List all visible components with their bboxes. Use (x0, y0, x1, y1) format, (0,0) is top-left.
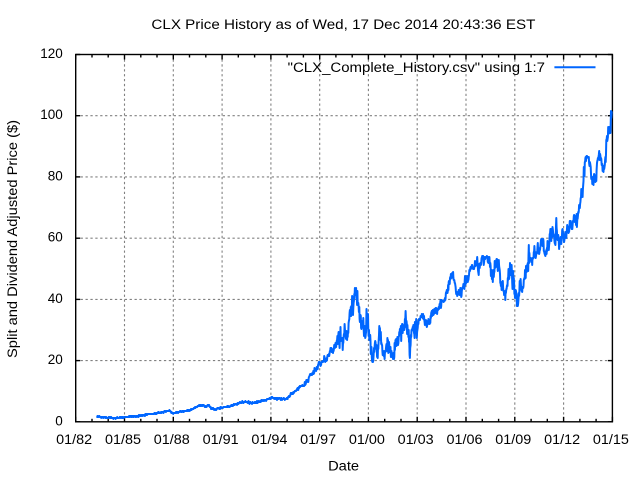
svg-text:80: 80 (48, 168, 63, 183)
svg-text:"CLX_Complete_History.csv" usi: "CLX_Complete_History.csv" using 1:7 (288, 60, 545, 75)
svg-text:100: 100 (40, 107, 63, 122)
svg-text:01/88: 01/88 (154, 432, 190, 447)
svg-text:Date: Date (328, 459, 359, 474)
svg-text:20: 20 (48, 352, 63, 367)
svg-text:01/03: 01/03 (398, 432, 434, 447)
svg-text:01/15: 01/15 (593, 432, 629, 447)
svg-text:01/97: 01/97 (300, 432, 336, 447)
svg-text:40: 40 (48, 291, 63, 306)
svg-text:60: 60 (48, 230, 63, 245)
svg-text:120: 120 (40, 46, 63, 61)
svg-text:CLX Price History as of Wed, 1: CLX Price History as of Wed, 17 Dec 2014… (151, 17, 535, 32)
svg-text:01/00: 01/00 (349, 432, 385, 447)
svg-text:01/12: 01/12 (544, 432, 580, 447)
svg-text:01/09: 01/09 (495, 432, 531, 447)
svg-text:01/91: 01/91 (203, 432, 239, 447)
svg-text:01/82: 01/82 (56, 432, 92, 447)
svg-text:01/06: 01/06 (447, 432, 483, 447)
svg-text:01/94: 01/94 (251, 432, 288, 447)
svg-text:Split and Dividend Adjusted Pr: Split and Dividend Adjusted Price ($) (5, 120, 20, 358)
svg-text:01/85: 01/85 (105, 432, 141, 447)
svg-text:0: 0 (55, 413, 63, 428)
